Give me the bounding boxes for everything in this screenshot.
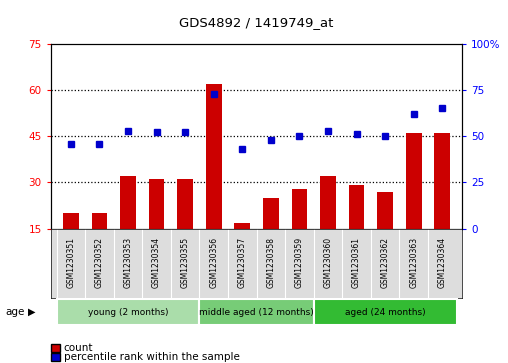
- Bar: [149, 179, 165, 229]
- Text: GSM1230355: GSM1230355: [181, 237, 189, 288]
- Text: GSM1230351: GSM1230351: [67, 237, 75, 288]
- Bar: [314, 299, 457, 325]
- Text: GDS4892 / 1419749_at: GDS4892 / 1419749_at: [179, 16, 334, 29]
- Bar: [177, 179, 193, 229]
- Bar: [377, 192, 393, 229]
- Text: GSM1230360: GSM1230360: [324, 237, 332, 288]
- Text: aged (24 months): aged (24 months): [345, 308, 425, 317]
- Bar: [56, 299, 199, 325]
- Bar: [234, 223, 250, 229]
- Bar: [263, 198, 279, 229]
- Text: GSM1230358: GSM1230358: [266, 237, 275, 288]
- Text: GSM1230362: GSM1230362: [380, 237, 390, 288]
- Text: GSM1230356: GSM1230356: [209, 237, 218, 288]
- Bar: [348, 185, 364, 229]
- Text: young (2 months): young (2 months): [88, 308, 168, 317]
- Bar: [434, 133, 450, 229]
- Text: GSM1230364: GSM1230364: [438, 237, 447, 288]
- Text: ▶: ▶: [28, 307, 36, 317]
- Text: GSM1230354: GSM1230354: [152, 237, 161, 288]
- Text: GSM1230361: GSM1230361: [352, 237, 361, 288]
- Bar: [206, 84, 221, 229]
- Text: percentile rank within the sample: percentile rank within the sample: [64, 352, 239, 362]
- Text: GSM1230363: GSM1230363: [409, 237, 418, 288]
- Text: age: age: [5, 307, 24, 317]
- Bar: [292, 189, 307, 229]
- Text: GSM1230352: GSM1230352: [95, 237, 104, 288]
- Bar: [91, 213, 107, 229]
- Text: GSM1230353: GSM1230353: [123, 237, 133, 288]
- Text: GSM1230357: GSM1230357: [238, 237, 247, 288]
- Bar: [120, 176, 136, 229]
- Bar: [406, 133, 422, 229]
- Bar: [320, 176, 336, 229]
- Text: middle aged (12 months): middle aged (12 months): [199, 308, 314, 317]
- Text: count: count: [64, 343, 93, 353]
- Bar: [63, 213, 79, 229]
- Bar: [199, 299, 314, 325]
- Text: GSM1230359: GSM1230359: [295, 237, 304, 288]
